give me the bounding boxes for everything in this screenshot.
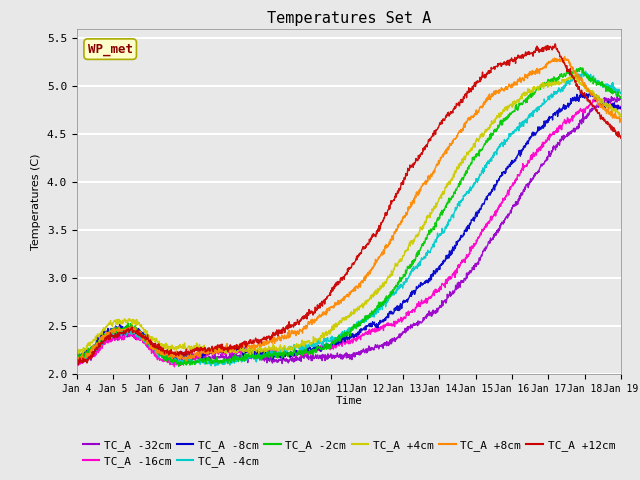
Title: Temperatures Set A: Temperatures Set A bbox=[267, 11, 431, 26]
Legend: TC_A -32cm, TC_A -16cm, TC_A -8cm, TC_A -4cm, TC_A -2cm, TC_A +4cm, TC_A +8cm, T: TC_A -32cm, TC_A -16cm, TC_A -8cm, TC_A … bbox=[78, 435, 620, 471]
X-axis label: Time: Time bbox=[335, 396, 362, 406]
Text: WP_met: WP_met bbox=[88, 43, 132, 56]
Y-axis label: Temperatures (C): Temperatures (C) bbox=[31, 153, 41, 250]
